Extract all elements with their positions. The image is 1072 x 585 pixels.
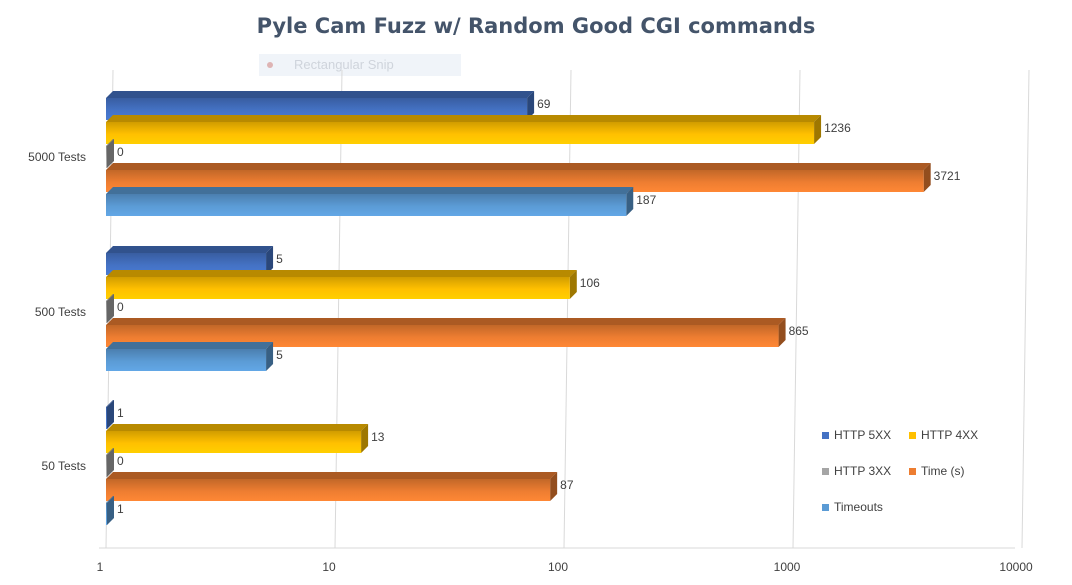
legend-swatch	[909, 468, 916, 475]
category-label: 500 Tests	[35, 305, 86, 319]
data-label: 865	[789, 324, 809, 338]
gridline	[792, 69, 801, 549]
x-tick-label: 1	[97, 560, 104, 574]
bar	[106, 318, 786, 347]
legend-label: HTTP 4XX	[921, 428, 979, 442]
bar	[106, 187, 634, 216]
x-tick-label: 100	[548, 560, 568, 574]
data-label: 5	[276, 252, 283, 266]
data-label: 0	[117, 300, 124, 314]
category-label: 50 Tests	[42, 459, 86, 473]
data-label: 1	[117, 406, 124, 420]
legend-label: Time (s)	[921, 464, 965, 478]
bar	[106, 246, 274, 275]
data-label: 13	[371, 430, 385, 444]
bar	[106, 424, 369, 453]
snip-icon	[267, 62, 273, 68]
bar	[106, 115, 822, 144]
category-label: 5000 Tests	[28, 150, 86, 164]
legend-item: HTTP 4XX	[909, 428, 978, 442]
bar	[106, 91, 535, 120]
x-tick-label: 10	[322, 560, 336, 574]
bar	[106, 496, 114, 525]
snip-tooltip: Rectangular Snip	[259, 54, 461, 76]
x-tick-label: 10000	[999, 560, 1033, 574]
data-label: 1	[117, 502, 124, 516]
bar	[106, 139, 114, 168]
bars	[106, 91, 931, 525]
bar	[106, 472, 558, 501]
data-label: 3721	[934, 169, 961, 183]
bar	[106, 270, 577, 299]
legend-label: HTTP 5XX	[834, 428, 892, 442]
bar	[106, 163, 931, 192]
data-label: 187	[636, 193, 656, 207]
chart-title: Pyle Cam Fuzz w/ Random Good CGI command…	[256, 14, 816, 38]
legend-label: HTTP 3XX	[834, 464, 892, 478]
snip-tooltip-label: Rectangular Snip	[294, 57, 394, 72]
data-label: 0	[117, 145, 124, 159]
gridlines	[99, 69, 1030, 549]
gridline	[563, 69, 572, 549]
legend-swatch	[822, 468, 829, 475]
data-label: 1236	[824, 121, 851, 135]
data-label: 69	[537, 97, 551, 111]
data-label: 0	[117, 454, 124, 468]
bar	[106, 448, 114, 477]
data-label: 106	[580, 276, 600, 290]
gridline	[1021, 69, 1030, 549]
legend-swatch	[909, 432, 916, 439]
legend-item: HTTP 3XX	[822, 464, 891, 478]
data-label: 87	[560, 478, 574, 492]
data-label: 5	[276, 348, 283, 362]
bar	[106, 294, 114, 323]
data-labels: 69 1236 0 3721 187 5 106 0 865 5 1 13 0 87 1	[117, 97, 961, 516]
legend-item: Timeouts	[822, 500, 883, 514]
legend-item: Time (s)	[909, 464, 965, 478]
bar	[106, 400, 114, 429]
bar	[106, 342, 274, 371]
x-tick-label: 1000	[774, 560, 801, 574]
legend-swatch	[822, 504, 829, 511]
legend-swatch	[822, 432, 829, 439]
legend-label: Timeouts	[834, 500, 883, 514]
gridline	[334, 69, 343, 549]
legend-item: HTTP 5XX	[822, 428, 891, 442]
